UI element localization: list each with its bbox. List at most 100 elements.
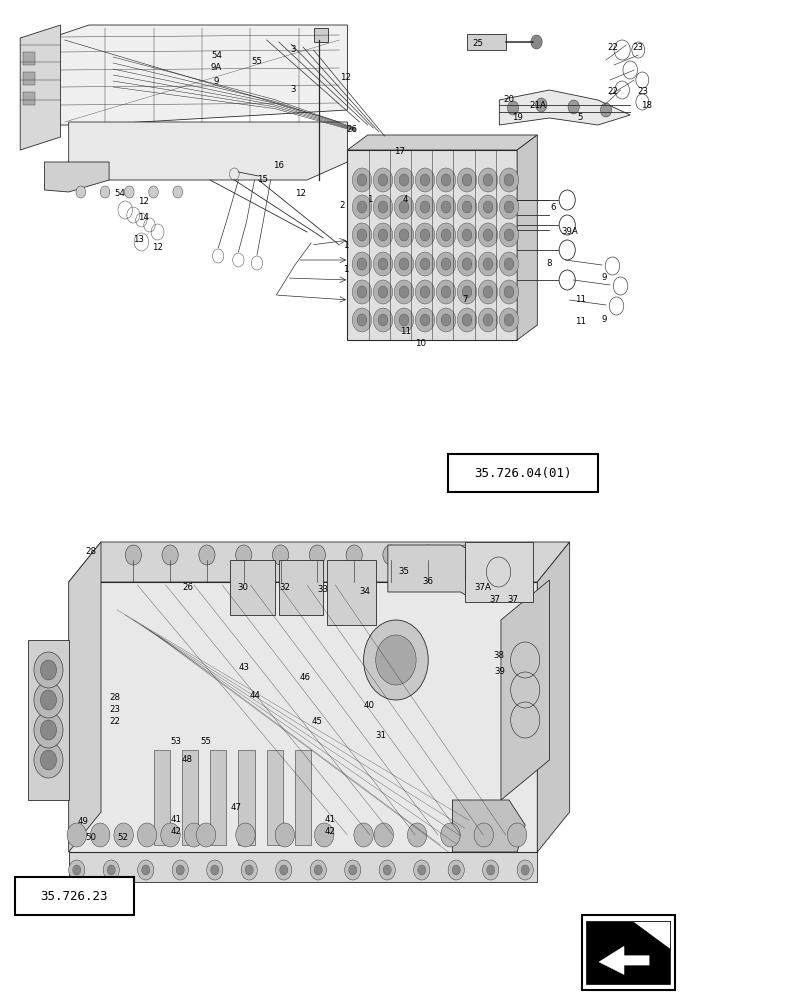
Text: 16: 16 bbox=[273, 160, 284, 169]
Circle shape bbox=[507, 823, 527, 847]
Text: 22: 22 bbox=[109, 718, 120, 726]
Text: 11: 11 bbox=[574, 296, 586, 304]
Circle shape bbox=[76, 186, 86, 198]
Circle shape bbox=[357, 229, 367, 241]
Circle shape bbox=[34, 712, 63, 748]
Circle shape bbox=[415, 252, 435, 276]
Circle shape bbox=[357, 201, 367, 213]
Text: 9: 9 bbox=[214, 77, 219, 86]
Text: 37: 37 bbox=[489, 595, 500, 604]
Circle shape bbox=[125, 545, 141, 565]
Circle shape bbox=[499, 280, 519, 304]
Circle shape bbox=[241, 860, 257, 880]
Text: 12: 12 bbox=[340, 74, 351, 83]
Circle shape bbox=[478, 308, 498, 332]
Text: 44: 44 bbox=[250, 690, 261, 700]
Circle shape bbox=[373, 252, 393, 276]
Text: 20: 20 bbox=[503, 96, 515, 104]
Bar bbox=[327, 560, 376, 625]
Circle shape bbox=[394, 223, 414, 247]
Bar bbox=[347, 150, 517, 340]
Bar bbox=[182, 750, 198, 845]
Circle shape bbox=[374, 823, 393, 847]
Circle shape bbox=[352, 195, 372, 219]
Text: 5: 5 bbox=[578, 113, 583, 122]
Text: 23: 23 bbox=[633, 43, 644, 52]
Circle shape bbox=[441, 286, 451, 298]
Bar bbox=[465, 542, 533, 602]
Text: 9: 9 bbox=[602, 273, 607, 282]
Text: 49: 49 bbox=[78, 818, 89, 826]
Circle shape bbox=[378, 286, 388, 298]
Text: 40: 40 bbox=[364, 700, 375, 710]
Circle shape bbox=[399, 229, 409, 241]
Bar bbox=[154, 750, 170, 845]
Text: 1: 1 bbox=[343, 265, 348, 274]
Circle shape bbox=[436, 252, 456, 276]
Circle shape bbox=[346, 545, 362, 565]
Circle shape bbox=[199, 545, 215, 565]
Circle shape bbox=[507, 101, 519, 115]
Circle shape bbox=[124, 186, 134, 198]
Circle shape bbox=[309, 545, 326, 565]
Circle shape bbox=[357, 258, 367, 270]
Text: 12: 12 bbox=[295, 190, 306, 198]
Circle shape bbox=[440, 823, 461, 847]
Circle shape bbox=[357, 286, 367, 298]
Text: 36: 36 bbox=[423, 578, 434, 586]
Circle shape bbox=[462, 229, 472, 241]
Text: 19: 19 bbox=[512, 113, 524, 122]
Text: 6: 6 bbox=[551, 202, 556, 212]
Circle shape bbox=[383, 545, 399, 565]
Circle shape bbox=[345, 860, 361, 880]
Circle shape bbox=[184, 823, 204, 847]
Circle shape bbox=[457, 168, 477, 192]
Circle shape bbox=[483, 201, 493, 213]
Circle shape bbox=[394, 252, 414, 276]
Circle shape bbox=[441, 314, 451, 326]
Circle shape bbox=[478, 223, 498, 247]
Circle shape bbox=[352, 168, 372, 192]
Circle shape bbox=[415, 195, 435, 219]
Circle shape bbox=[517, 860, 533, 880]
Text: 33: 33 bbox=[318, 585, 329, 594]
Bar bbox=[238, 750, 255, 845]
Text: 8: 8 bbox=[547, 259, 552, 268]
Circle shape bbox=[436, 280, 456, 304]
Text: 9A: 9A bbox=[211, 64, 222, 73]
Polygon shape bbox=[44, 25, 347, 125]
Text: 9: 9 bbox=[602, 316, 607, 324]
Circle shape bbox=[280, 865, 288, 875]
Circle shape bbox=[73, 865, 81, 875]
Polygon shape bbox=[452, 800, 525, 852]
Circle shape bbox=[486, 865, 494, 875]
Circle shape bbox=[415, 308, 435, 332]
Circle shape bbox=[441, 229, 451, 241]
Circle shape bbox=[137, 860, 154, 880]
Bar bbox=[295, 750, 311, 845]
Circle shape bbox=[394, 195, 414, 219]
Text: 7: 7 bbox=[463, 296, 468, 304]
Text: 28: 28 bbox=[109, 694, 120, 702]
Text: 22: 22 bbox=[607, 43, 618, 52]
Circle shape bbox=[420, 201, 430, 213]
Circle shape bbox=[504, 314, 514, 326]
Circle shape bbox=[379, 860, 395, 880]
Polygon shape bbox=[501, 580, 549, 800]
Circle shape bbox=[457, 545, 473, 565]
Text: 22: 22 bbox=[607, 88, 618, 97]
Text: 34: 34 bbox=[360, 587, 371, 596]
Text: 1: 1 bbox=[368, 196, 372, 205]
Circle shape bbox=[40, 660, 57, 680]
Circle shape bbox=[504, 201, 514, 213]
Circle shape bbox=[373, 223, 393, 247]
Text: 12: 12 bbox=[138, 198, 149, 207]
Circle shape bbox=[399, 258, 409, 270]
Circle shape bbox=[407, 823, 427, 847]
Circle shape bbox=[436, 223, 456, 247]
Text: 46: 46 bbox=[300, 674, 311, 682]
Circle shape bbox=[378, 174, 388, 186]
Circle shape bbox=[34, 742, 63, 778]
Bar bbox=[582, 915, 675, 990]
Circle shape bbox=[349, 865, 357, 875]
